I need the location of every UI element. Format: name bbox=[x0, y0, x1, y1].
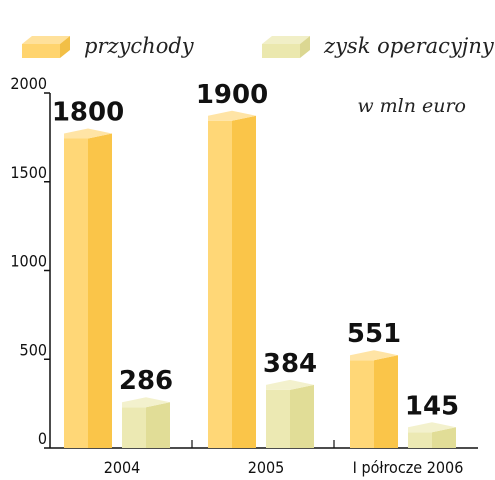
unit-note: w mln euro bbox=[357, 95, 466, 117]
legend-swatch bbox=[300, 36, 310, 58]
legend-label: zysk operacyjny bbox=[323, 34, 495, 58]
bars bbox=[64, 110, 456, 448]
bar bbox=[208, 110, 256, 448]
legend-swatch bbox=[262, 44, 300, 58]
bar bbox=[122, 397, 170, 448]
bar bbox=[266, 379, 314, 448]
data-label: 384 bbox=[263, 349, 317, 379]
y-tick-label: 0 bbox=[38, 429, 47, 448]
legend-item: przychody bbox=[22, 34, 195, 58]
bar bbox=[350, 350, 398, 448]
data-labels: 1800 1900 551 286 384 145 bbox=[52, 80, 459, 422]
legend-item: zysk operacyjny bbox=[262, 34, 495, 58]
legend-swatch bbox=[22, 36, 70, 44]
y-tick-label: 1500 bbox=[10, 163, 47, 182]
y-tick-label: 1000 bbox=[10, 252, 47, 271]
y-tick-label: 500 bbox=[20, 340, 47, 359]
legend-swatch bbox=[22, 44, 60, 58]
data-label: 145 bbox=[405, 391, 459, 421]
x-tick-label: 2004 bbox=[104, 458, 141, 477]
data-label: 1800 bbox=[52, 98, 124, 128]
data-label: 551 bbox=[347, 319, 401, 349]
legend-label: przychody bbox=[84, 34, 195, 58]
x-tick-label: I półrocze 2006 bbox=[353, 458, 464, 477]
data-label: 286 bbox=[119, 366, 173, 396]
bar bbox=[64, 128, 112, 448]
x-tick-label: 2005 bbox=[248, 458, 285, 477]
axes: 0 500 1000 1500 2000 2004 2005 I półrocze 2006 bbox=[10, 74, 478, 477]
bar bbox=[408, 422, 456, 448]
legend-swatch bbox=[262, 36, 310, 44]
data-label: 1900 bbox=[196, 80, 268, 110]
legend: przychody zysk operacyjny bbox=[22, 34, 495, 58]
legend-swatch bbox=[60, 36, 70, 58]
y-tick-label: 2000 bbox=[10, 74, 47, 93]
